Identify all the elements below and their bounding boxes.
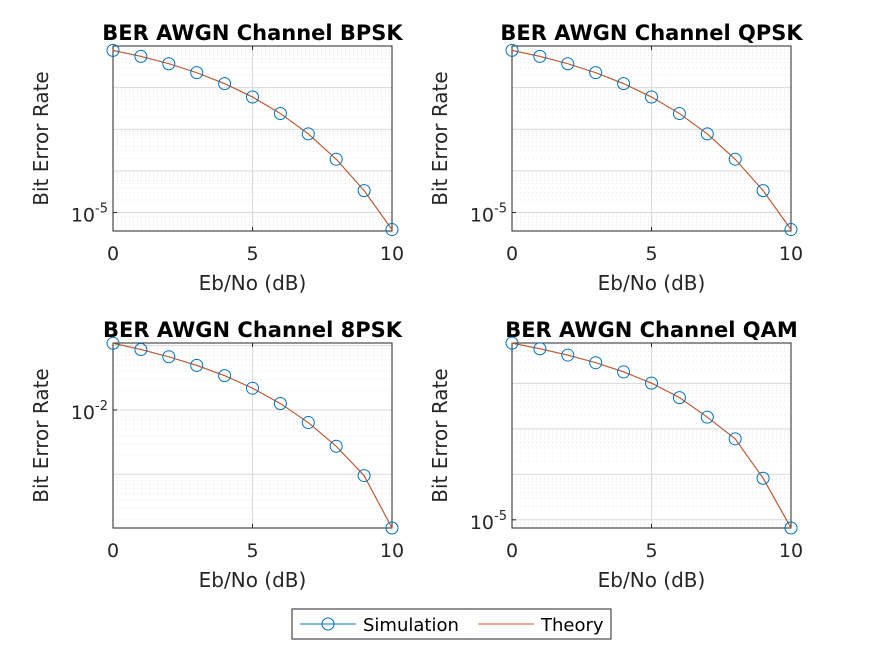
simulation-point — [301, 127, 315, 141]
simulation-point — [645, 376, 658, 390]
simulation-point — [617, 77, 631, 91]
subplot-2: 0 5 10 10-5 BER AWGN Channel QPSK Eb/No (dB) B… — [428, 21, 803, 295]
simulation-point — [533, 342, 547, 356]
simulation-point — [756, 184, 770, 198]
simulation-point — [589, 66, 603, 80]
simulation-point — [672, 391, 686, 405]
simulation-point — [784, 521, 798, 535]
simulation-point — [162, 350, 176, 364]
theory-series-line — [511, 342, 792, 529]
simulation-point — [756, 471, 770, 485]
simulation-point — [505, 43, 519, 57]
simulation-point — [561, 57, 575, 71]
x-tick-label: 5 — [645, 540, 657, 562]
theory-series-line — [112, 342, 393, 529]
y-tick-label: 10-5 — [470, 202, 507, 227]
x-axis-label: Eb/No (dB) — [199, 568, 307, 592]
simulation-point — [218, 77, 232, 91]
x-axis-label: Eb/No (dB) — [199, 271, 307, 295]
simulation-point — [190, 358, 204, 372]
simulation-point — [728, 152, 742, 166]
simulation-point — [134, 343, 148, 357]
simulation-point — [533, 49, 547, 63]
plot-title: BER AWGN Channel QPSK — [500, 21, 803, 45]
simulation-point — [784, 223, 798, 237]
simulation-point — [246, 381, 259, 395]
y-tick-label: 10-5 — [470, 509, 507, 534]
subplot-3: 0 5 10 10-2 BER AWGN Channel 8PSK Eb/No (dB) B… — [29, 318, 404, 592]
simulation-point — [273, 107, 287, 121]
y-axis-label: Bit Error Rate — [428, 368, 452, 502]
theory-series-line — [511, 49, 792, 230]
x-tick-label: 10 — [779, 243, 803, 265]
x-tick-label: 0 — [107, 540, 119, 562]
x-tick-label: 0 — [506, 243, 518, 265]
simulation-point — [301, 416, 315, 430]
y-axis-label: Bit Error Rate — [29, 368, 53, 502]
simulation-point — [385, 521, 399, 535]
x-tick-label: 10 — [380, 243, 404, 265]
simulation-point — [357, 469, 371, 483]
simulation-point — [106, 43, 120, 57]
plot-title: BER AWGN Channel BPSK — [102, 21, 403, 45]
legend-theory-label: Theory — [540, 615, 604, 636]
x-tick-label: 0 — [506, 540, 518, 562]
x-axis-label: Eb/No (dB) — [598, 568, 706, 592]
y-axis-label: Bit Error Rate — [428, 71, 452, 205]
simulation-point — [329, 152, 343, 166]
legend-simulation-label: Simulation — [363, 615, 459, 636]
simulation-point — [385, 223, 399, 237]
y-axis-label: Bit Error Rate — [29, 71, 53, 205]
simulation-point — [357, 184, 371, 198]
legend-simulation-marker — [321, 617, 335, 631]
simulation-point — [645, 90, 658, 104]
y-tick-label: 10-2 — [71, 399, 108, 424]
x-tick-label: 5 — [246, 540, 258, 562]
subplot-4: 0 5 10 10-5 BER AWGN Channel QAM Eb/No (dB) Bi… — [428, 318, 803, 592]
simulation-point — [218, 369, 232, 383]
subplot-panels: 0 5 10 10-5 BER AWGN Channel BPSK Eb/No (dB) B… — [29, 21, 803, 592]
x-axis-label: Eb/No (dB) — [598, 271, 706, 295]
simulation-point — [273, 397, 287, 411]
subplot-1: 0 5 10 10-5 BER AWGN Channel BPSK Eb/No (dB) B… — [29, 21, 404, 295]
simulation-point — [700, 127, 714, 141]
plot-title: BER AWGN Channel QAM — [505, 318, 798, 342]
simulation-point — [106, 336, 120, 350]
theory-series-line — [112, 49, 393, 230]
simulation-point — [505, 336, 519, 350]
simulation-point — [700, 410, 714, 424]
x-tick-label: 5 — [645, 243, 657, 265]
simulation-point — [617, 365, 631, 379]
simulation-point — [190, 66, 204, 80]
simulation-point — [672, 107, 686, 121]
x-tick-label: 10 — [779, 540, 803, 562]
simulation-point — [329, 439, 343, 453]
simulation-point — [246, 90, 259, 104]
legend: Simulation Theory — [291, 608, 612, 640]
x-tick-label: 0 — [107, 243, 119, 265]
y-tick-label: 10-5 — [71, 202, 108, 227]
plot-title: BER AWGN Channel 8PSK — [103, 318, 403, 342]
x-tick-label: 5 — [246, 243, 258, 265]
simulation-point — [561, 348, 575, 362]
simulation-point — [134, 49, 148, 63]
x-tick-label: 10 — [380, 540, 404, 562]
simulation-point — [589, 356, 603, 370]
simulation-point — [162, 57, 176, 71]
simulation-point — [728, 432, 742, 446]
